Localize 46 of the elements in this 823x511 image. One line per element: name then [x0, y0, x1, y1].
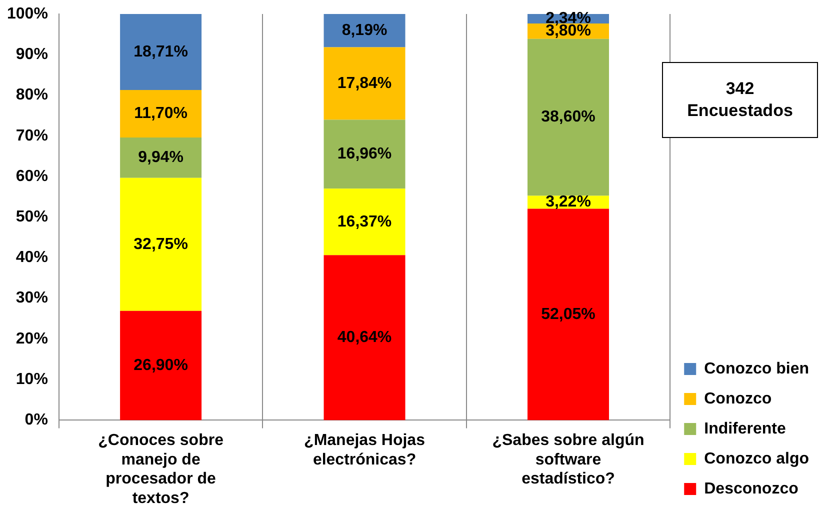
bar [324, 120, 406, 189]
bar [120, 310, 202, 420]
x-tick-label: ¿Manejas Hojas electrónicas? [304, 432, 426, 468]
y-tick-label: 20% [16, 330, 48, 348]
bar [120, 14, 202, 90]
legend-label: Conozco bien [704, 360, 810, 378]
y-tick-label: 90% [16, 46, 48, 64]
data-label: 38,60% [541, 108, 596, 126]
y-tick-label: 60% [16, 168, 48, 185]
data-label: 16,96% [337, 146, 392, 163]
bar [324, 255, 406, 420]
data-label: 11,70% [134, 105, 188, 122]
legend-label: Conozco algo [704, 450, 810, 468]
bar [120, 138, 202, 178]
bar [120, 90, 202, 138]
data-label: 8,19% [342, 22, 388, 40]
bar [324, 14, 406, 48]
legend-label: Desconozco [704, 480, 799, 498]
y-tick-label: 10% [16, 370, 48, 388]
y-tick-label: 100% [7, 5, 48, 22]
bar [528, 38, 609, 196]
x-tick-label: ¿Conoces sobre manejo de procesador de textos? [98, 432, 224, 507]
legend-label: Conozco [704, 390, 772, 408]
y-tick-label: 0% [24, 412, 48, 429]
data-label: 9,94% [138, 149, 184, 166]
data-label: 52,05% [541, 306, 596, 323]
y-tick-label: 40% [16, 249, 48, 266]
data-label: 17,84% [337, 74, 392, 92]
y-tick-label: 70% [16, 127, 48, 144]
x-tick-label: ¿Sabes sobre algún software estadístico? [492, 432, 644, 488]
bar [528, 208, 609, 420]
data-label: 18,71% [134, 43, 188, 60]
bar [324, 47, 406, 120]
legend-label: Indiferente [704, 420, 786, 438]
data-label: 16,37% [337, 213, 392, 230]
bar [324, 188, 406, 256]
data-label: 40,64% [337, 329, 392, 346]
data-label: 32,75% [134, 236, 188, 253]
bar [120, 178, 202, 311]
y-tick-label: 50% [16, 208, 48, 226]
data-label: 26,90% [134, 356, 188, 374]
data-label: 3,22% [546, 194, 591, 211]
y-tick-label: 80% [16, 86, 48, 104]
y-tick-label: 30% [16, 290, 48, 307]
text: 342 Encuestados [662, 62, 818, 138]
data-label: 3,80% [546, 22, 591, 40]
